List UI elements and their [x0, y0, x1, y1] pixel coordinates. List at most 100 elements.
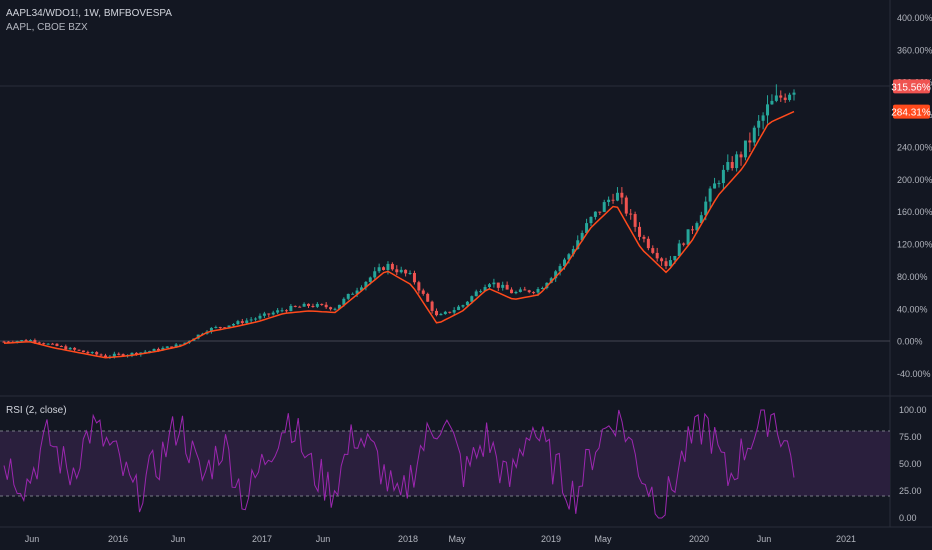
- candle-body: [571, 249, 575, 255]
- legend-main-title[interactable]: AAPL34/WDO1!, 1W, BMFBOVESPA: [6, 8, 172, 19]
- candle-body: [602, 202, 606, 212]
- candle-body: [461, 305, 465, 307]
- candle-body: [646, 238, 650, 249]
- candle-body: [492, 282, 496, 285]
- candle-body: [351, 293, 355, 295]
- candle-body: [704, 201, 708, 216]
- price-tick-label: -40.00%: [897, 369, 931, 379]
- candle-body: [28, 340, 32, 342]
- candle-body: [580, 232, 584, 241]
- candle-body: [359, 287, 363, 291]
- candle-body: [699, 215, 703, 224]
- candle-body: [474, 291, 478, 297]
- rsi-axis[interactable]: 100.00 75.00 50.00 25.00 0.00: [899, 405, 927, 523]
- candle-body: [170, 346, 174, 348]
- last-price-badge-main: 315.56%: [891, 79, 931, 94]
- candle-body: [549, 278, 553, 283]
- candle-body: [774, 95, 778, 101]
- last-price-badge-main-bg: [893, 79, 930, 94]
- candle-body: [779, 95, 783, 98]
- candle-body: [289, 305, 293, 312]
- candle-body: [68, 347, 72, 350]
- candle-body: [245, 320, 249, 324]
- candle-body: [739, 154, 743, 158]
- candle-body: [46, 343, 50, 345]
- candle-body: [598, 211, 602, 213]
- candle-body: [624, 197, 628, 214]
- price-tick-label: 360.00%: [897, 45, 932, 55]
- candle-body: [99, 354, 103, 356]
- candle-body: [161, 347, 165, 351]
- candle-body: [276, 310, 280, 313]
- rsi-tick-label: 25.00: [899, 486, 922, 496]
- candle-body: [156, 348, 160, 351]
- candle-body: [483, 287, 487, 292]
- candle-body: [518, 289, 522, 292]
- rsi-tick-label: 100.00: [899, 405, 927, 415]
- candle-body: [686, 229, 690, 245]
- price-tick-label: 120.00%: [897, 240, 932, 250]
- candle-body: [395, 269, 399, 273]
- candle-body: [721, 169, 725, 184]
- compare-series-line[interactable]: [3, 110, 795, 359]
- candle-body: [227, 325, 231, 328]
- time-tick-label: 2021: [836, 534, 856, 544]
- candle-body: [563, 259, 567, 267]
- price-tick-label: 0.00%: [897, 337, 923, 347]
- candle-body: [218, 326, 222, 328]
- candle-body: [655, 252, 659, 259]
- candle-body: [236, 321, 240, 325]
- candle-body: [421, 290, 425, 294]
- candle-body: [249, 319, 253, 321]
- candle-body: [179, 344, 183, 346]
- candle-body: [42, 343, 46, 345]
- candle-body: [311, 305, 315, 307]
- price-tick-label: 80.00%: [897, 272, 928, 282]
- candle-body: [426, 293, 430, 302]
- candle-body: [589, 216, 593, 224]
- candle-body: [121, 354, 125, 357]
- legend-compare-title[interactable]: AAPL, CBOE BZX: [6, 22, 88, 33]
- candle-body: [315, 303, 319, 307]
- price-tick-label: 200.00%: [897, 175, 932, 185]
- candle-body: [532, 292, 536, 294]
- candle-body: [95, 352, 99, 355]
- candle-body: [2, 341, 6, 343]
- candle-body: [523, 289, 527, 291]
- price-tick-label: 160.00%: [897, 207, 932, 217]
- candle-body: [412, 272, 416, 283]
- time-tick-label: 2019: [541, 534, 561, 544]
- legend-rsi-title[interactable]: RSI (2, close): [6, 405, 67, 416]
- rsi-tick-label: 50.00: [899, 459, 922, 469]
- candle-body: [708, 188, 712, 202]
- candle-body: [717, 183, 721, 185]
- candle-body: [130, 352, 134, 356]
- candle-body: [567, 254, 571, 260]
- candle-body: [664, 261, 668, 267]
- candle-body: [342, 298, 346, 305]
- candle-body: [320, 303, 324, 305]
- time-tick-label: 2020: [689, 534, 709, 544]
- time-axis[interactable]: Jun 2016 Jun 2017 Jun 2018 May 2019 May 2020 Jun 20…: [25, 534, 856, 544]
- candle-body: [382, 267, 386, 270]
- candle-body: [267, 313, 271, 315]
- candle-body: [15, 341, 19, 343]
- time-tick-label: May: [594, 534, 612, 544]
- candle-body: [355, 290, 359, 294]
- candle-body: [73, 347, 77, 350]
- candle-body: [346, 293, 350, 299]
- candle-body: [258, 315, 262, 319]
- rsi-line[interactable]: [3, 409, 795, 519]
- candle-body: [514, 291, 518, 294]
- candle-body: [783, 97, 787, 100]
- candle-body: [284, 310, 288, 312]
- last-price-badge-compare-bg: [893, 104, 930, 119]
- candle-body: [713, 183, 717, 189]
- candle-body: [620, 192, 624, 198]
- candle-body: [766, 104, 770, 116]
- candle-body: [307, 303, 311, 306]
- candle-body: [390, 263, 394, 270]
- candle-body: [505, 284, 509, 290]
- time-tick-label: Jun: [757, 534, 772, 544]
